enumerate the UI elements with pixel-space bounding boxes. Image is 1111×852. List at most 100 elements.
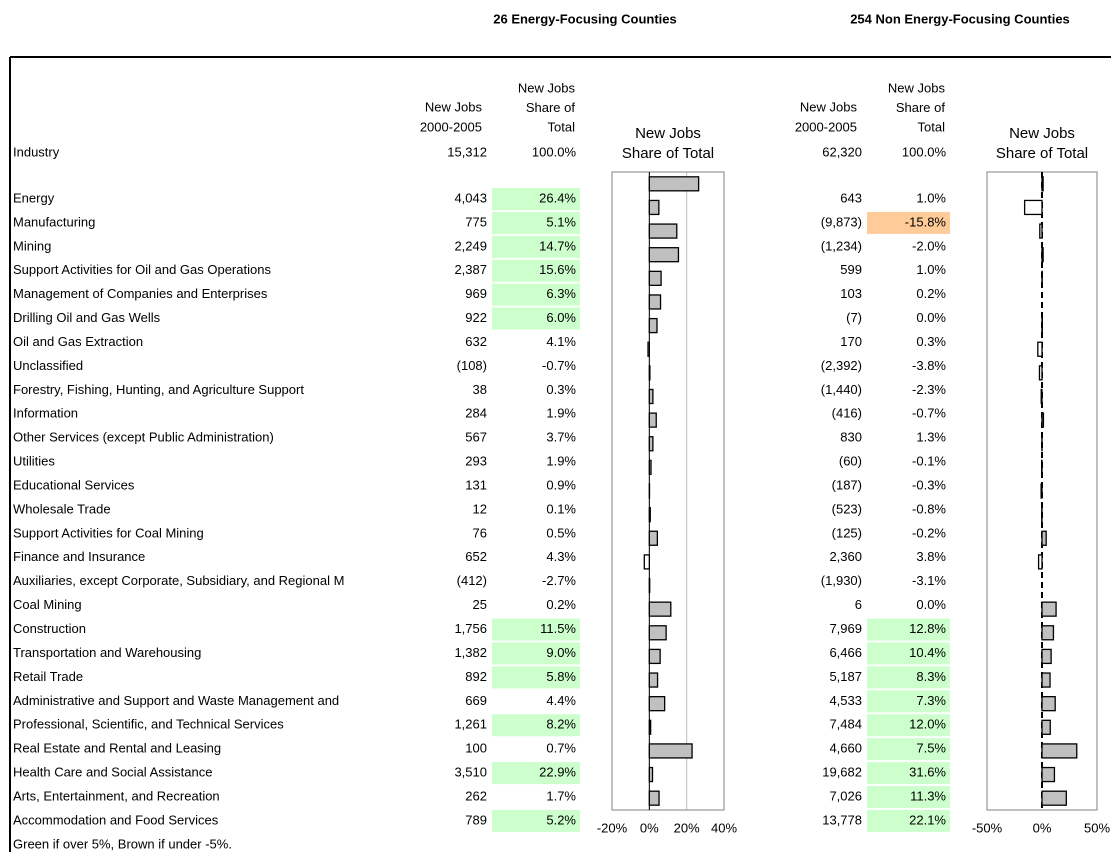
jobs-value: 567 — [465, 430, 487, 445]
highlight-cell — [867, 762, 950, 785]
industry-name: Unclassified — [13, 358, 83, 373]
jobs-value: 7,026 — [829, 788, 862, 803]
industry-name: Retail Trade — [13, 669, 83, 684]
industry-name: Professional, Scientific, and Technical … — [13, 717, 284, 732]
chart-title: New Jobs — [1009, 125, 1075, 142]
x-tick-label: -20% — [597, 820, 628, 835]
share-value: -0.7% — [912, 406, 946, 421]
jobs-value: (60) — [839, 454, 862, 469]
share-value: -0.1% — [912, 454, 946, 469]
bar — [1041, 719, 1051, 735]
group-title: 26 Energy-Focusing Counties — [493, 11, 676, 26]
share-value: 0.0% — [916, 310, 946, 325]
jobs-value: 100 — [465, 741, 487, 756]
jobs-value: 13,778 — [822, 812, 862, 827]
jobs-value: 3,510 — [454, 765, 487, 780]
bar — [648, 294, 662, 310]
jobs-value: 775 — [465, 214, 487, 229]
industry-name: Mining — [13, 238, 51, 253]
share-value: 26.4% — [539, 190, 576, 205]
share-value: 10.4% — [909, 645, 946, 660]
industry-name: Manufacturing — [13, 214, 95, 229]
bar — [1041, 625, 1055, 641]
share-value: 8.3% — [916, 669, 946, 684]
share-value: 7.5% — [916, 741, 946, 756]
bar — [1041, 766, 1056, 783]
share-value: 7.3% — [916, 693, 946, 708]
highlight-cell — [492, 235, 580, 258]
industry-name: Health Care and Social Assistance — [13, 765, 212, 780]
bar — [1041, 743, 1078, 759]
share-value: 8.2% — [546, 717, 576, 732]
x-tick-label: 0% — [640, 820, 659, 835]
jobs-value: (1,440) — [821, 382, 862, 397]
jobs-header: New Jobs — [800, 99, 858, 114]
share-value: 1.0% — [916, 262, 946, 277]
jobs-value: (9,873) — [821, 214, 862, 229]
share-header: Total — [548, 119, 576, 134]
share-value: -0.8% — [912, 501, 946, 516]
bar — [648, 365, 651, 381]
industry-name: Energy — [13, 190, 55, 205]
highlight-cell — [492, 642, 580, 665]
jobs-value: 7,484 — [829, 717, 862, 732]
highlight-cell — [492, 666, 580, 689]
note: Green if over 5%, Brown if under -5%. — [13, 836, 232, 851]
jobs-value: (1,930) — [821, 573, 862, 588]
share-value: 1.9% — [546, 406, 576, 421]
highlight-cell — [867, 690, 950, 713]
bar — [648, 743, 693, 759]
chart-box — [611, 171, 725, 811]
share-value: 1.7% — [546, 788, 576, 803]
bar — [1041, 790, 1067, 806]
jobs-value: (1,234) — [821, 238, 862, 253]
jobs-value: 38 — [473, 382, 487, 397]
total-share: 100.0% — [532, 144, 577, 159]
bar — [1041, 648, 1052, 665]
bar — [1041, 696, 1056, 712]
jobs-value: (187) — [832, 477, 862, 492]
chart-title: Share of Total — [996, 145, 1088, 162]
share-value: -0.2% — [912, 525, 946, 540]
jobs-value: 7,969 — [829, 621, 862, 636]
x-tick-label: 0% — [1033, 820, 1052, 835]
share-value: 0.9% — [546, 477, 576, 492]
jobs-value: 830 — [840, 430, 862, 445]
highlight-cell — [867, 738, 950, 761]
bar — [1023, 199, 1043, 216]
jobs-value: 599 — [840, 262, 862, 277]
jobs-value: 669 — [465, 693, 487, 708]
bar — [1041, 601, 1057, 617]
industry-name: Drilling Oil and Gas Wells — [13, 310, 161, 325]
jobs-value: 969 — [465, 286, 487, 301]
industry-name: Management of Companies and Enterprises — [13, 286, 268, 301]
jobs-value: 76 — [473, 525, 487, 540]
bar — [648, 459, 652, 476]
jobs-value: 6 — [855, 597, 862, 612]
highlight-cell — [492, 714, 580, 737]
share-value: 0.2% — [916, 286, 946, 301]
jobs-value: 892 — [465, 669, 487, 684]
industry-name: Support Activities for Coal Mining — [13, 525, 204, 540]
highlight-cell — [492, 809, 580, 832]
share-value: 22.1% — [909, 812, 946, 827]
share-value: -15.8% — [905, 214, 947, 229]
bar — [1041, 412, 1045, 428]
industry-name: Finance and Insurance — [13, 549, 145, 564]
jobs-value: 293 — [465, 454, 487, 469]
industry-name: Auxiliaries, except Corporate, Subsidiar… — [13, 573, 344, 588]
industry-name: Administrative and Support and Waste Man… — [13, 693, 339, 708]
industry-name: Support Activities for Oil and Gas Opera… — [13, 262, 271, 277]
share-value: 1.3% — [916, 430, 946, 445]
jobs-value: 6,466 — [829, 645, 862, 660]
highlight-cell — [492, 188, 580, 210]
bar — [1041, 672, 1051, 688]
share-value: 12.0% — [909, 717, 946, 732]
share-value: 4.4% — [546, 693, 576, 708]
bar — [648, 766, 654, 783]
share-value: -0.7% — [542, 358, 576, 373]
bar — [643, 554, 650, 570]
highlight-cell — [867, 618, 950, 641]
jobs-value: 2,360 — [829, 549, 862, 564]
